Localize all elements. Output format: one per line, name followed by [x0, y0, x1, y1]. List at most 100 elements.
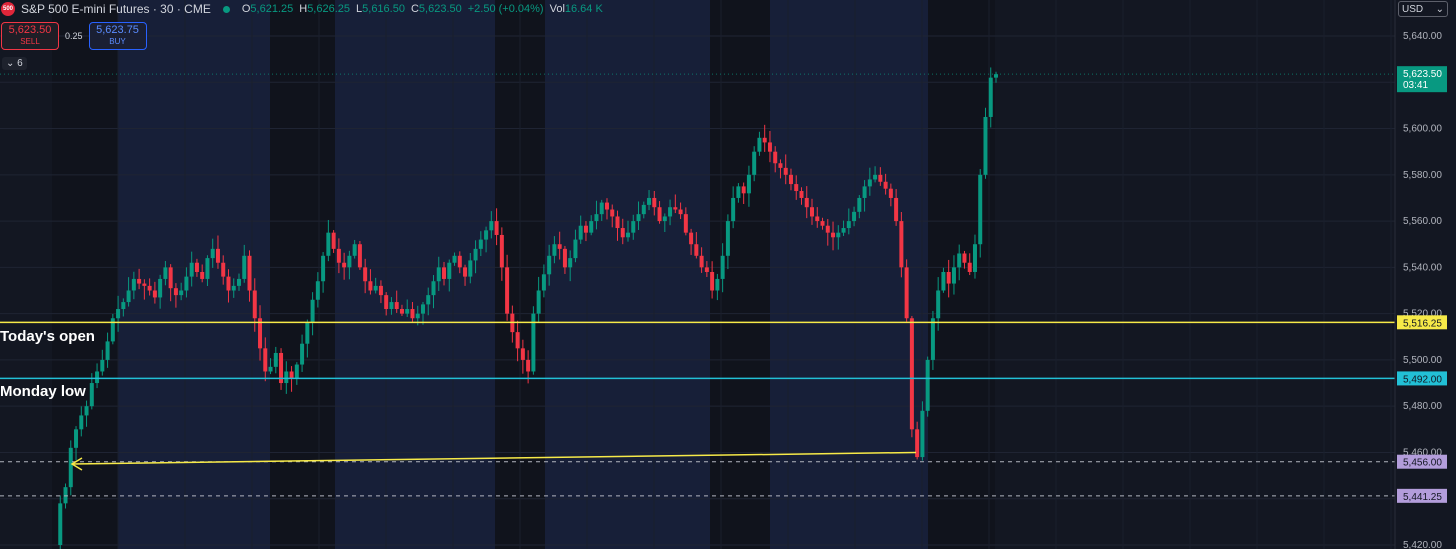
candle-body	[326, 232, 331, 256]
candle-body	[673, 207, 678, 210]
session-band	[52, 0, 118, 549]
spread-value: 0.25	[65, 31, 83, 41]
candle-body	[888, 188, 893, 198]
candle-body	[315, 281, 320, 300]
sell-label: SELL	[20, 37, 40, 46]
candle-body	[841, 228, 846, 233]
candle-body	[489, 221, 494, 231]
candle-body	[604, 202, 609, 210]
ohlc-open: O5,621.25	[241, 3, 294, 15]
candle-body	[420, 304, 425, 314]
candle-body	[116, 309, 121, 319]
candle-body	[988, 77, 993, 117]
candle-body	[279, 352, 284, 384]
candle-body	[399, 309, 404, 314]
candle-body	[631, 221, 636, 233]
candle-body	[436, 267, 441, 282]
candle-body	[972, 244, 977, 272]
candle-body	[331, 232, 336, 249]
candle-body	[373, 285, 378, 291]
candle-body	[310, 299, 315, 323]
candle-body	[594, 214, 599, 222]
candle-body	[946, 271, 951, 284]
candle-body	[610, 209, 615, 217]
candle-body	[757, 137, 762, 152]
candle-body	[536, 290, 541, 314]
candle-body	[442, 267, 447, 279]
candle-body	[904, 267, 909, 319]
candle-body	[641, 204, 646, 215]
candle-body	[394, 302, 399, 310]
buy-button[interactable]: 5,623.75 BUY	[88, 22, 147, 50]
candle-body	[142, 283, 147, 286]
candle-body	[720, 255, 725, 279]
level-tag	[1397, 488, 1447, 503]
candle-body	[689, 232, 694, 245]
candle-body	[520, 348, 525, 360]
candle-body	[215, 248, 220, 263]
candle-body	[95, 371, 100, 384]
candle-body	[620, 228, 625, 238]
candle-body	[783, 167, 788, 175]
price-tick-label: 5,580.00	[1403, 170, 1442, 181]
candle-body	[236, 278, 241, 286]
candle-body	[662, 216, 667, 222]
indicators-toggle[interactable]: ⌄ 6	[2, 57, 27, 70]
candle-body	[804, 197, 809, 208]
sell-price: 5,623.50	[8, 24, 52, 36]
candle-body	[615, 216, 620, 229]
candle-body	[752, 151, 757, 175]
candle-body	[79, 415, 84, 430]
candle-body	[58, 503, 63, 545]
candle-body	[268, 366, 273, 372]
candle-body	[378, 285, 383, 296]
candle-body	[173, 288, 178, 296]
ohlc-change: +2.50 (+0.04%)	[467, 3, 544, 15]
candle-body	[762, 137, 767, 143]
symbol-title[interactable]: S&P 500 E-mini Futures · 30 · CME	[21, 2, 211, 16]
candle-body	[599, 202, 604, 215]
candle-body	[363, 267, 368, 282]
candle-body	[189, 262, 194, 277]
candle-body	[121, 302, 126, 310]
candle-body	[389, 302, 394, 310]
candle-body	[583, 225, 588, 233]
level-tag	[1397, 454, 1447, 469]
candle-body	[457, 255, 462, 268]
candle-body	[652, 197, 657, 208]
candle-body	[810, 207, 815, 217]
ohlc-high: H5,626.25	[299, 3, 351, 15]
trade-panel: 5,623.50 SELL 0.25 5,623.75 BUY	[1, 22, 147, 50]
candle-body	[494, 221, 499, 235]
candle-body	[846, 221, 851, 229]
monday-low-tag-text: 5,492.00	[1403, 374, 1442, 385]
level-tag-text: 5,441.25	[1403, 492, 1442, 503]
market-status-icon[interactable]	[222, 5, 230, 13]
price-tick-label: 5,480.00	[1403, 401, 1442, 412]
candle-body	[426, 295, 431, 305]
candle-body	[74, 429, 79, 448]
candle-body	[431, 281, 436, 296]
candle-body	[226, 276, 231, 291]
chart-header: 500 S&P 500 E-mini Futures · 30 · CME O5…	[0, 0, 603, 18]
candle-body	[163, 267, 168, 279]
candle-body	[547, 255, 552, 275]
price-tick-label: 5,520.00	[1403, 309, 1442, 320]
candle-body	[909, 318, 914, 430]
price-tick-label: 5,500.00	[1403, 355, 1442, 366]
candle-body	[699, 255, 704, 268]
monday-low-label: Monday low	[0, 383, 86, 400]
candle-body	[936, 290, 941, 319]
candle-body	[300, 343, 305, 365]
candle-body	[415, 313, 420, 319]
indicator-count: 6	[17, 58, 23, 69]
session-band	[928, 0, 995, 549]
price-tick-label: 5,420.00	[1403, 540, 1442, 549]
currency-selector[interactable]: USD ⌄	[1398, 1, 1448, 17]
sell-button[interactable]: 5,623.50 SELL	[1, 22, 59, 50]
buy-price: 5,623.75	[96, 24, 139, 36]
candle-body	[210, 248, 215, 259]
candle-body	[767, 142, 772, 152]
candle-body	[384, 295, 389, 310]
